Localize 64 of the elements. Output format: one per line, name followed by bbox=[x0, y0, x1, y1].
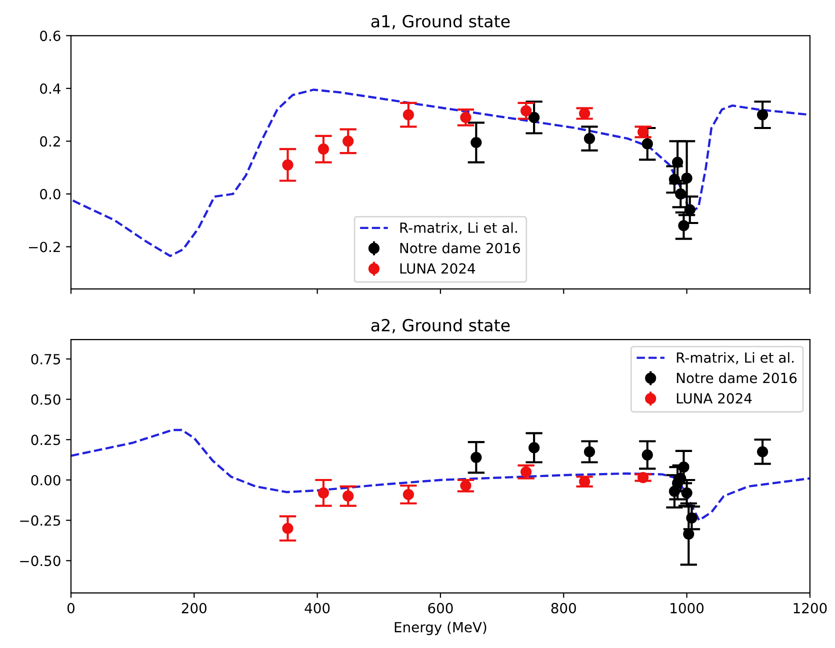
point bbox=[520, 105, 532, 116]
point bbox=[402, 109, 414, 120]
point bbox=[520, 466, 532, 478]
point bbox=[584, 132, 596, 144]
point bbox=[584, 446, 596, 458]
point bbox=[678, 462, 690, 473]
point bbox=[684, 204, 696, 216]
x-axis-title: Energy (MeV) bbox=[394, 622, 486, 636]
x-tick-label: 400 bbox=[304, 602, 330, 614]
line-series bbox=[70, 428, 810, 522]
y-tick-label: −0.25 bbox=[20, 515, 60, 526]
chart-title: a2, Ground state bbox=[371, 318, 510, 334]
y-tick-label: 0.00 bbox=[31, 474, 60, 486]
point bbox=[342, 490, 354, 502]
y-tick-label: 0.25 bbox=[31, 434, 60, 446]
x-tick-label: 800 bbox=[551, 602, 576, 614]
x-tick-label: 1200 bbox=[794, 602, 827, 614]
point bbox=[579, 108, 590, 120]
point bbox=[638, 126, 649, 138]
legend-label: LUNA 2024 bbox=[676, 393, 752, 404]
chart-title: a1, Ground state bbox=[371, 14, 510, 30]
point bbox=[318, 144, 330, 155]
y-tick-label: 0.6 bbox=[40, 30, 60, 42]
point bbox=[470, 452, 482, 463]
point bbox=[642, 449, 653, 461]
point bbox=[675, 188, 686, 200]
y-tick-label: −0.2 bbox=[29, 242, 60, 252]
point bbox=[675, 472, 686, 484]
point bbox=[282, 159, 294, 170]
point bbox=[342, 136, 354, 147]
point bbox=[756, 109, 768, 120]
point bbox=[672, 156, 684, 168]
point bbox=[668, 174, 680, 185]
y-tick-label: 0.4 bbox=[40, 83, 60, 94]
x-tick-label: 600 bbox=[428, 602, 453, 614]
legend-label: R-matrix, Li et al. bbox=[400, 222, 517, 234]
y-tick-label: 0.50 bbox=[31, 394, 60, 405]
point bbox=[402, 488, 414, 500]
point bbox=[528, 442, 540, 454]
y-tick-label: 0.0 bbox=[40, 188, 60, 200]
point bbox=[642, 138, 653, 150]
x-tick-label: 0 bbox=[67, 602, 74, 614]
point bbox=[678, 220, 690, 232]
point bbox=[460, 112, 472, 123]
point bbox=[470, 136, 482, 148]
y-tick-label: 0.2 bbox=[40, 136, 60, 147]
y-tick-label: −0.50 bbox=[20, 556, 60, 566]
point bbox=[681, 487, 692, 498]
point bbox=[318, 487, 330, 498]
point bbox=[756, 446, 768, 458]
point bbox=[638, 472, 649, 484]
point bbox=[528, 112, 540, 123]
point bbox=[282, 522, 294, 534]
point bbox=[460, 480, 472, 492]
x-tick-label: 200 bbox=[182, 602, 206, 614]
y-tick-label: 0.75 bbox=[31, 354, 60, 364]
legend-label: Notre dame 2016 bbox=[400, 242, 520, 254]
legend-label: R-matrix, Li et al. bbox=[676, 352, 794, 364]
point bbox=[681, 172, 692, 184]
legend-label: LUNA 2024 bbox=[400, 263, 476, 274]
x-tick-label: 1000 bbox=[670, 602, 704, 614]
legend-label: Notre dame 2016 bbox=[676, 372, 797, 384]
point bbox=[686, 512, 698, 524]
point bbox=[668, 486, 680, 497]
